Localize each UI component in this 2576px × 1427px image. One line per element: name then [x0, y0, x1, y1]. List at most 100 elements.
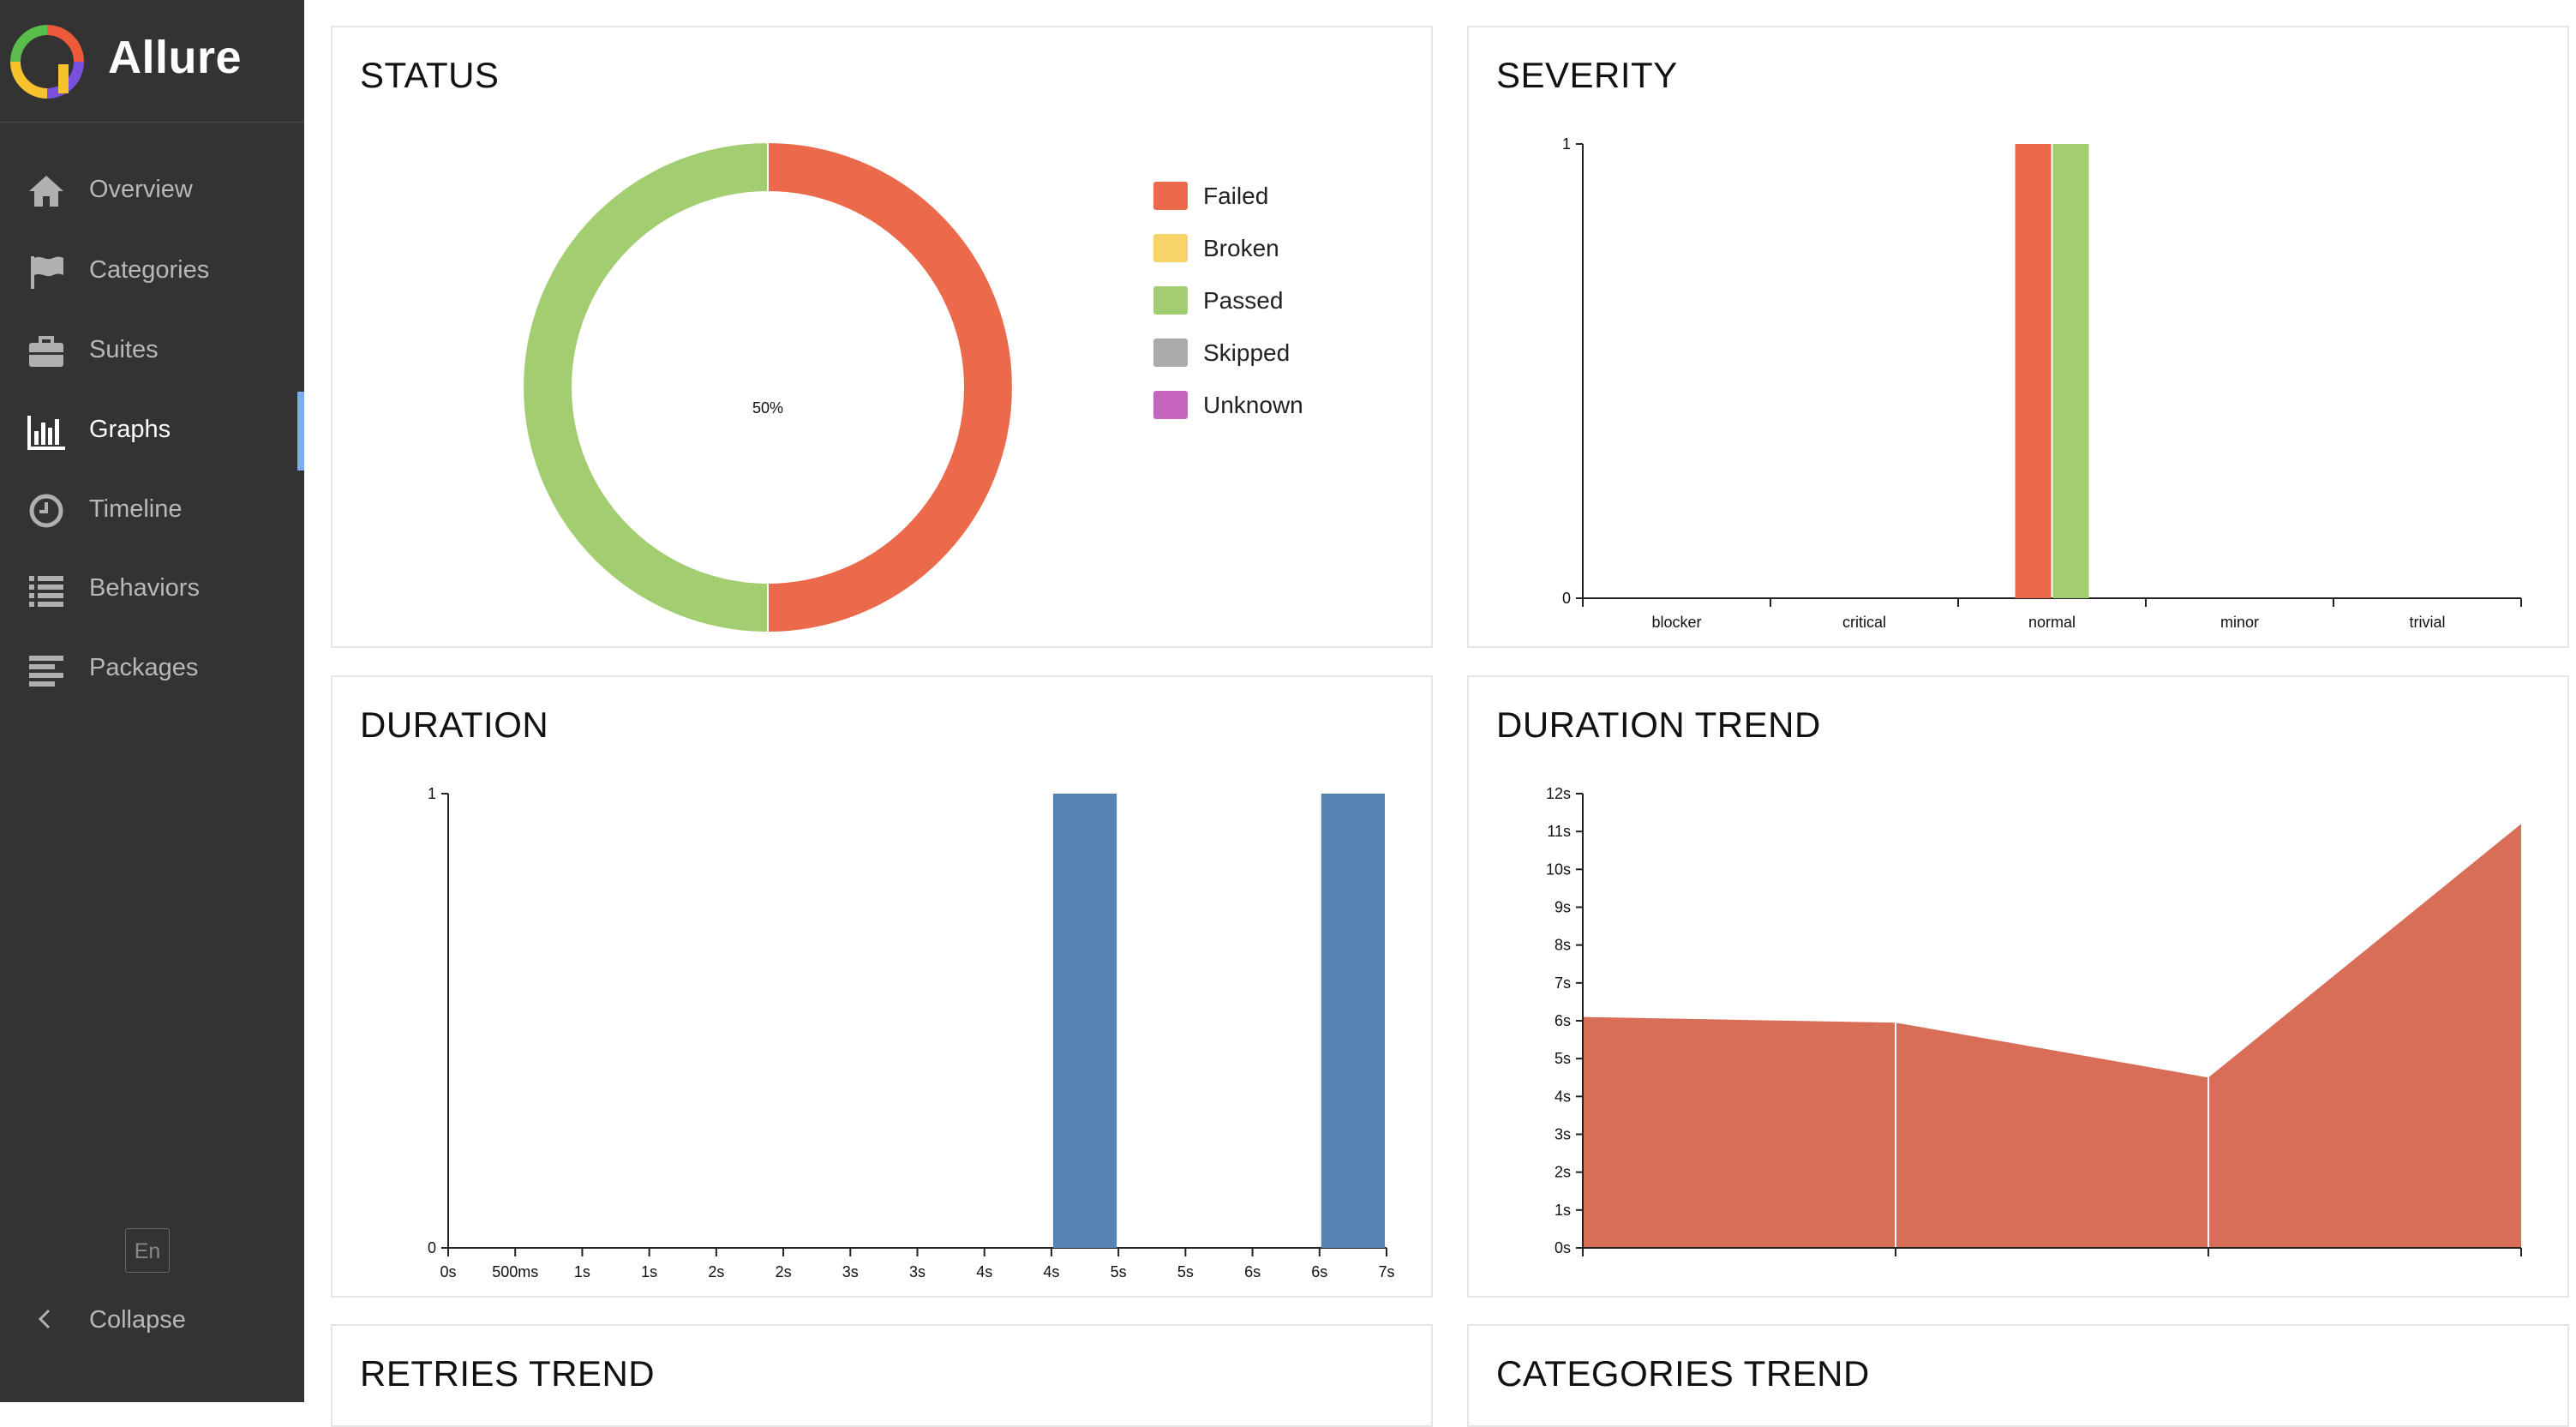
legend-label: Unknown [1203, 392, 1303, 418]
legend-label: Passed [1203, 287, 1284, 314]
legend-swatch [1153, 391, 1188, 419]
status-donut-chart: 50% [522, 141, 1014, 634]
severity-y-tick-label: 0 [1562, 590, 1571, 607]
duration-bar-1 [1321, 794, 1385, 1248]
sidebar-item-categories[interactable]: Categories [0, 232, 304, 311]
sidebar-item-label: Categories [89, 256, 210, 284]
bar-chart-icon [27, 416, 65, 450]
brand[interactable]: Allure [0, 0, 304, 123]
sidebar-item-timeline[interactable]: Timeline [0, 471, 304, 550]
donut-slice-failed [767, 141, 1014, 634]
trend-y-tick-label: 10s [1546, 860, 1571, 878]
duration-x-tick-label: 6s [1244, 1263, 1261, 1280]
sidebar-item-label: Timeline [89, 495, 183, 523]
legend-label: Skipped [1203, 339, 1291, 366]
widget-title: DURATION [360, 705, 549, 745]
donut-slice-passed [522, 141, 769, 634]
sidebar-item-suites[interactable]: Suites [0, 312, 304, 391]
trend-y-tick-label: 8s [1555, 937, 1571, 954]
duration-x-tick-label: 4s [976, 1263, 992, 1280]
duration-x-tick-label: 2s [708, 1263, 724, 1280]
trend-y-tick-label: 12s [1546, 785, 1571, 802]
trend-y-tick-label: 5s [1555, 1050, 1571, 1067]
allure-logo-icon [10, 25, 84, 99]
collapse-button[interactable]: Collapse [0, 1294, 304, 1346]
duration-x-tick-label: 7s [1378, 1263, 1394, 1280]
trend-y-tick-label: 3s [1555, 1126, 1571, 1143]
widget-title: RETRIES TREND [360, 1353, 656, 1394]
severity-x-tick-label: blocker [1651, 614, 1701, 631]
flag-icon [31, 256, 63, 289]
severity-bar-passed-normal [2052, 144, 2089, 598]
status-widget: STATUS 50% Failed Broken Passed Skipped … [331, 26, 1433, 648]
severity-x-tick-label: normal [2028, 614, 2076, 631]
briefcase-icon [29, 336, 63, 367]
sidebar-item-label: Suites [89, 336, 159, 363]
trend-y-tick-label: 6s [1555, 1012, 1571, 1029]
widget-title: SEVERITY [1496, 55, 1678, 95]
severity-bar-chart: 0 1 blocker critical normal minor trivial [1562, 135, 2522, 631]
sidebar-item-label: Packages [89, 654, 199, 681]
widget-title: DURATION TREND [1496, 705, 1821, 745]
sidebar-item-label: Overview [89, 176, 193, 203]
sidebar-item-overview[interactable]: Overview [0, 152, 304, 231]
duration-trend-area [1583, 824, 2521, 1248]
duration-bar-0 [1052, 794, 1117, 1248]
duration-x-tick-label: 500ms [492, 1263, 538, 1280]
align-left-icon [29, 656, 63, 687]
donut-center-label: 50% [752, 399, 783, 417]
sidebar-item-graphs[interactable]: Graphs [0, 392, 304, 471]
legend-swatch [1153, 234, 1188, 262]
duration-x-tick-label: 3s [909, 1263, 926, 1280]
widget-title: CATEGORIES TREND [1496, 1353, 1870, 1394]
duration-x-tick-label: 3s [842, 1263, 859, 1280]
sidebar: Allure Overview Categories Suites Graphs… [0, 0, 304, 1402]
severity-y-tick-label: 1 [1562, 135, 1571, 153]
duration-trend-widget: DURATION TREND 0s 1s 2s 3s 4s 5s 6s 7s 8s 9s 10s 11… [1467, 675, 2569, 1298]
retries-trend-widget: RETRIES TREND [331, 1324, 1433, 1427]
legend-label: Failed [1203, 183, 1269, 209]
severity-x-tick-label: critical [1842, 614, 1886, 631]
trend-y-tick-label: 1s [1555, 1202, 1571, 1219]
trend-y-tick-label: 4s [1555, 1088, 1571, 1105]
severity-x-tick-label: trivial [2409, 614, 2445, 631]
duration-x-tick-label: 1s [574, 1263, 590, 1280]
collapse-label: Collapse [89, 1306, 186, 1334]
trend-y-tick-label: 2s [1555, 1164, 1571, 1181]
severity-x-tick-label: minor [2220, 614, 2259, 631]
sidebar-item-behaviors[interactable]: Behaviors [0, 550, 304, 629]
trend-y-tick-label: 7s [1555, 974, 1571, 992]
trend-y-tick-label: 9s [1555, 899, 1571, 916]
duration-y-tick-label: 0 [428, 1239, 436, 1256]
home-icon [29, 176, 63, 207]
duration-x-tick-label: 4s [1043, 1263, 1059, 1280]
duration-x-tick-label: 5s [1177, 1263, 1194, 1280]
legend-swatch [1153, 339, 1188, 367]
widget-title: STATUS [360, 55, 500, 95]
categories-trend-widget: CATEGORIES TREND [1467, 1324, 2569, 1427]
sidebar-item-label: Behaviors [89, 574, 200, 602]
list-icon [29, 576, 63, 607]
clock-icon [29, 494, 63, 528]
app-name: Allure [108, 32, 243, 83]
legend-swatch [1153, 182, 1188, 210]
sidebar-item-label: Graphs [89, 416, 171, 443]
legend-label: Broken [1203, 235, 1279, 261]
duration-x-tick-label: 0s [440, 1263, 456, 1280]
duration-trend-area-chart: 0s 1s 2s 3s 4s 5s 6s 7s 8s 9s 10s 11s 12s [1546, 785, 2522, 1256]
trend-y-tick-label: 11s [1547, 823, 1571, 840]
severity-widget: SEVERITY 0 1 blocker critical normal minor tri… [1467, 26, 2569, 648]
duration-y-tick-label: 1 [428, 785, 436, 802]
severity-bar-failed-normal [2015, 144, 2052, 598]
duration-x-tick-label: 1s [641, 1263, 657, 1280]
chevron-left-icon [38, 1309, 51, 1329]
sidebar-item-packages[interactable]: Packages [0, 630, 304, 709]
duration-x-tick-label: 5s [1111, 1263, 1127, 1280]
duration-bar-chart: 0 1 0s 500ms 1s 1s 2s 2s 3s 3s 4s 4s 5s 5s 6s 6s 7s [428, 785, 1395, 1280]
duration-x-tick-label: 6s [1311, 1263, 1327, 1280]
trend-y-tick-label: 0s [1555, 1239, 1571, 1256]
legend-swatch [1153, 286, 1188, 315]
duration-x-tick-label: 2s [776, 1263, 792, 1280]
language-button[interactable]: En [125, 1228, 170, 1273]
duration-widget: DURATION 0 1 0s 500ms 1s 1s 2s 2s 3s 3s 4s 4s 5s 5s 6s… [331, 675, 1433, 1298]
